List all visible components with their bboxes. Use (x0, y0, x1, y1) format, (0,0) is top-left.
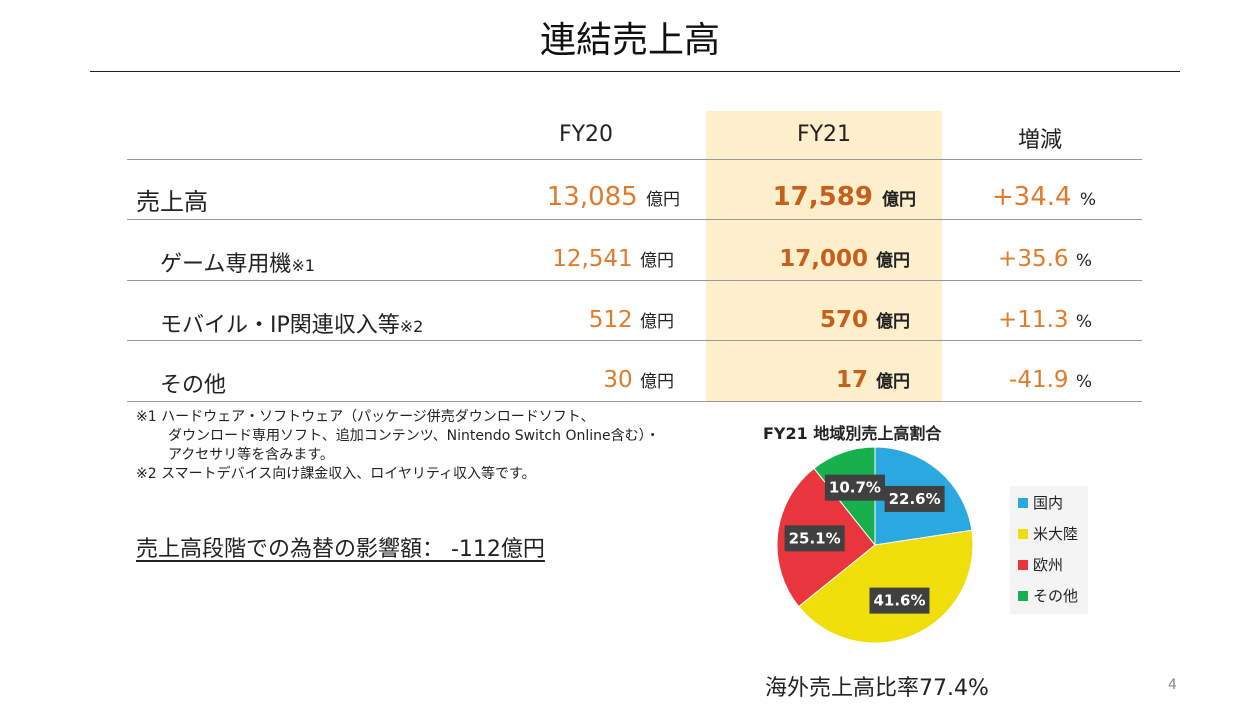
pie-label-box (824, 474, 885, 501)
value: 13,085 (546, 182, 638, 212)
fx-impact-note: 売上高段階での為替の影響額： -112億円 (136, 537, 545, 562)
pie-label-box (869, 587, 930, 614)
legend-swatch (1018, 591, 1028, 601)
mobile-fy20: 512 億円 (440, 307, 674, 333)
header-fy20: FY20 (558, 122, 614, 147)
value: 30 (603, 367, 633, 393)
unit: 億円 (882, 190, 916, 210)
pie-data-label-domestic: 22.6% (884, 485, 945, 512)
footnote-1-cont: アクセサリ等を含みます。 (168, 447, 334, 463)
value: +35.6 (998, 246, 1069, 272)
legend-swatch (1018, 498, 1028, 508)
unit: 億円 (876, 251, 910, 271)
pie-data-label-other: 10.7% (824, 474, 885, 501)
row-label-text: ゲーム専用機 (160, 252, 292, 277)
row-label-text: モバイル・IP関連収入等 (160, 313, 400, 338)
pie-legend: 国内 米大陸 欧州 その他 (1010, 486, 1088, 614)
title-divider (90, 71, 1180, 72)
legend-item-domestic: 国内 (1018, 492, 1063, 513)
legend-label: 米大陸 (1033, 525, 1079, 543)
unit: % (1075, 372, 1092, 392)
footnote-2: ※2 スマートデバイス向け課金収入、ロイヤリティ収入等です。 (136, 466, 536, 482)
value: 17,000 (779, 246, 868, 272)
value: +11.3 (998, 307, 1069, 333)
pie-slice-americas (798, 529, 974, 644)
legend-label: 国内 (1033, 494, 1064, 512)
legend-label: その他 (1033, 587, 1079, 605)
value: 17 (835, 367, 868, 393)
page-number: 4 (1168, 677, 1177, 693)
unit: 億円 (876, 372, 910, 392)
row-label-sales: 売上高 (136, 182, 208, 217)
unit: % (1075, 251, 1092, 271)
header-change: 増減 (1017, 128, 1062, 153)
row-label-text: その他 (160, 373, 227, 398)
unit: 億円 (876, 312, 910, 332)
sales-change: +34.4 % (940, 182, 1096, 212)
legend-swatch (1018, 560, 1028, 570)
table-rule (127, 340, 1142, 341)
header-fy21: FY21 (796, 122, 852, 147)
row-label-text: 売上高 (136, 188, 208, 216)
pie-title: FY21 地域別売上高割合 (763, 424, 942, 443)
sales-fy20: 13,085 億円 (440, 182, 680, 212)
footnote-1: ※1 ハードウェア・ソフトウェア（パッケージ併売ダウンロードソフト、 (136, 409, 595, 425)
legend-item-other: その他 (1018, 585, 1078, 606)
legend-item-americas: 米大陸 (1018, 523, 1078, 544)
other-change: -41.9 % (940, 367, 1092, 393)
pie-label-text: 22.6% (889, 490, 941, 508)
sales-fy21: 17,589 億円 (680, 182, 916, 212)
other-fy21: 17 億円 (680, 367, 910, 393)
table-rule (127, 159, 1142, 160)
row-label-dedicated-game: ゲーム専用機※1 (160, 246, 315, 278)
value: 570 (819, 307, 868, 333)
game-fy20: 12,541 億円 (440, 246, 674, 272)
value: 12,541 (552, 246, 633, 272)
value: +34.4 (991, 182, 1072, 212)
region-pie-chart: 22.6% 41.6% 25.1% 10.7% (776, 446, 974, 644)
value: -41.9 (1009, 367, 1069, 393)
legend-swatch (1018, 529, 1028, 539)
unit: 億円 (640, 372, 674, 392)
pie-label-box (884, 485, 945, 512)
slide-title: 連結売上高 (539, 20, 720, 61)
unit: % (1075, 312, 1092, 332)
value: 512 (588, 307, 633, 333)
table-rule (127, 219, 1142, 220)
row-note: ※2 (399, 317, 424, 336)
game-fy21: 17,000 億円 (680, 246, 910, 272)
pie-label-text: 41.6% (873, 592, 925, 610)
pie-label-text: 25.1% (789, 529, 841, 547)
pie-label-text: 10.7% (829, 479, 881, 497)
legend-item-europe: 欧州 (1018, 554, 1063, 575)
pie-data-label-americas: 41.6% (869, 587, 930, 614)
row-label-mobile-ip: モバイル・IP関連収入等※2 (160, 307, 423, 339)
unit: 億円 (640, 251, 674, 271)
row-note: ※1 (291, 256, 315, 275)
legend-label: 欧州 (1033, 556, 1064, 574)
other-fy20: 30 億円 (440, 367, 674, 393)
row-label-other: その他 (160, 367, 226, 399)
mobile-fy21: 570 億円 (680, 307, 910, 333)
unit: % (1079, 190, 1096, 210)
mobile-change: +11.3 % (940, 307, 1092, 333)
table-rule (127, 280, 1142, 281)
footnote-1-cont: ダウンロード専用ソフト、追加コンテンツ、Nintendo Switch Onli… (168, 428, 660, 444)
unit: 億円 (640, 312, 674, 332)
pie-label-box (784, 525, 845, 552)
game-change: +35.6 % (940, 246, 1092, 272)
pie-data-label-europe: 25.1% (784, 525, 845, 552)
value: 17,589 (772, 182, 873, 212)
unit: 億円 (646, 190, 680, 210)
overseas-ratio: 海外売上高比率77.4% (765, 676, 989, 701)
table-rule (127, 401, 1142, 402)
